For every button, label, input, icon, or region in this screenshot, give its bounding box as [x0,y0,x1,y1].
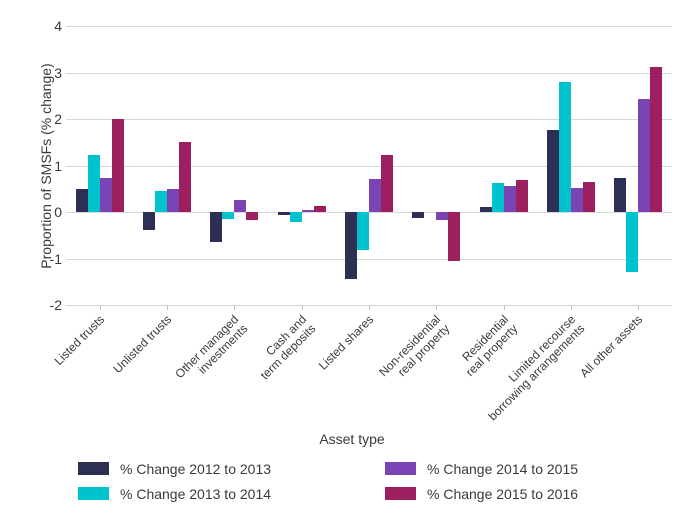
legend-label: % Change 2015 to 2016 [427,486,579,502]
x-axis-category-label: Non-residential real property [376,312,453,380]
bar [515,179,528,212]
x-axis-category-label: Residential real property [458,312,521,380]
legend-label: % Change 2012 to 2013 [120,461,272,477]
bar [167,188,179,213]
bar [436,212,449,221]
bar [357,212,369,251]
bar [503,185,516,212]
x-tick-mark [436,305,438,310]
x-tick-mark [571,305,572,310]
x-tick-mark [99,305,101,310]
x-tick-mark [167,305,168,310]
bar [626,212,639,272]
x-tick-mark [638,305,640,310]
bar [87,154,100,212]
x-tick-mark [369,305,370,310]
legend-swatch [385,487,416,500]
legend-label: % Change 2013 to 2014 [120,486,272,502]
x-axis-category-label: Limited recourse borrowing arrangements [485,312,588,424]
x-axis-category-label: Cash and term deposits [257,312,319,383]
bar [289,212,302,222]
bar [210,212,223,243]
bar [345,212,357,279]
legend-swatch [385,462,416,475]
y-tick-label: 3 [54,64,62,81]
legend-swatch [78,462,109,475]
legend-item: % Change 2013 to 2014 [78,486,378,502]
bar [583,182,595,212]
legend-label: % Change 2014 to 2015 [427,461,579,477]
bar [277,212,290,215]
bar [381,154,393,212]
bar [179,142,191,213]
bar [313,206,326,212]
y-tick-label: 0 [54,204,62,220]
bar [650,66,663,212]
bar [369,179,381,212]
y-tick-label: -1 [49,250,62,267]
bar [143,212,155,230]
legend-item: % Change 2014 to 2015 [385,461,685,477]
bar [547,130,559,212]
legend-item: % Change 2015 to 2016 [385,486,685,502]
x-tick-mark [503,305,505,310]
bar [99,178,112,212]
bar [301,210,314,212]
y-tick-label: 4 [54,18,62,34]
y-tick-label: 1 [54,157,62,174]
gridline [66,72,672,74]
x-tick-mark [234,305,236,310]
bar [614,178,627,212]
gridline [66,165,672,167]
bar [559,82,571,212]
x-axis-category-label: Listed trusts [51,312,107,368]
gridline [66,119,672,120]
legend-swatch [78,487,109,500]
bar [571,188,583,212]
y-tick-label: 2 [54,111,62,127]
gridline [66,258,672,260]
bar [479,207,492,212]
bar [448,212,461,262]
x-axis-title: Asset type [319,431,385,447]
bar [412,212,425,218]
bar [491,183,504,212]
x-axis-category-label: Other managed investments [172,312,251,382]
y-tick-label: -2 [49,297,62,313]
bar [638,98,651,212]
gridline [66,26,672,27]
bar [75,188,88,213]
bar [111,119,124,212]
gridline [66,212,672,213]
bar [155,190,167,212]
bar [234,200,247,212]
legend-item: % Change 2012 to 2013 [78,461,378,477]
plot-area [66,26,672,306]
bar [246,212,259,220]
x-tick-mark [301,305,303,310]
bar [222,212,235,219]
